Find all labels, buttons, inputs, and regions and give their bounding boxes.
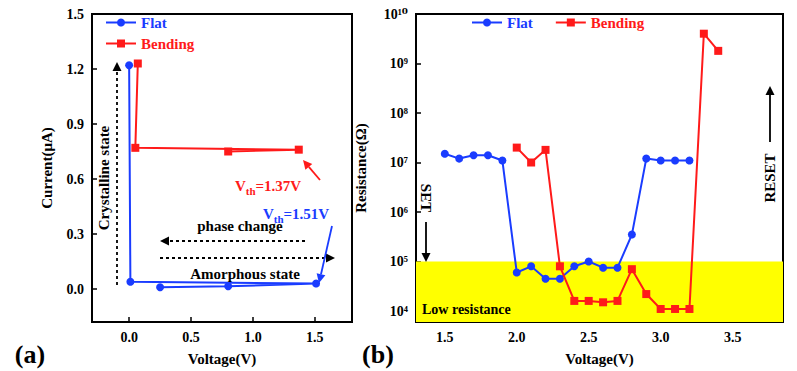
svg-text:2.5: 2.5 <box>580 330 598 345</box>
svg-text:Low resistance: Low resistance <box>422 302 511 317</box>
svg-text:RESET: RESET <box>762 153 778 202</box>
svg-text:SET: SET <box>418 184 434 212</box>
svg-text:Amorphous state: Amorphous state <box>190 266 300 282</box>
svg-text:0.9: 0.9 <box>67 117 85 132</box>
svg-text:0.0: 0.0 <box>120 330 138 345</box>
svg-text:Bending: Bending <box>591 15 645 31</box>
svg-text:0.6: 0.6 <box>67 172 85 187</box>
svg-text:1.5: 1.5 <box>67 7 85 22</box>
svg-text:10⁵: 10⁵ <box>390 254 408 269</box>
svg-text:V: V <box>263 206 274 222</box>
svg-text:=1.51V: =1.51V <box>283 206 329 222</box>
svg-text:Resistance(Ω): Resistance(Ω) <box>353 123 370 213</box>
svg-text:1.2: 1.2 <box>67 62 85 77</box>
svg-text:10⁸: 10⁸ <box>390 106 408 121</box>
svg-text:10⁷: 10⁷ <box>390 155 408 170</box>
svg-text:10⁹: 10⁹ <box>390 56 408 71</box>
svg-text:Crystalline state: Crystalline state <box>96 125 112 230</box>
svg-text:1.5: 1.5 <box>306 330 324 345</box>
svg-text:10⁶: 10⁶ <box>390 205 408 220</box>
svg-text:1.5: 1.5 <box>436 330 454 345</box>
svg-text:3.0: 3.0 <box>652 330 670 345</box>
svg-text:0.3: 0.3 <box>67 227 85 242</box>
svg-text:th: th <box>274 213 284 225</box>
svg-text:=1.37V: =1.37V <box>255 178 301 194</box>
svg-text:3.5: 3.5 <box>724 330 742 345</box>
svg-text:Current(μA): Current(μA) <box>39 127 56 209</box>
svg-text:0.5: 0.5 <box>182 330 200 345</box>
svg-text:th: th <box>246 185 256 197</box>
svg-text:Bending: Bending <box>141 36 195 52</box>
svg-text:(a): (a) <box>15 340 45 369</box>
svg-text:10⁴: 10⁴ <box>390 304 409 319</box>
svg-text:(b): (b) <box>362 340 394 369</box>
svg-text:10¹⁰: 10¹⁰ <box>384 7 408 22</box>
svg-text:Voltage(V): Voltage(V) <box>565 351 634 368</box>
svg-text:1.0: 1.0 <box>244 330 262 345</box>
svg-text:Flat: Flat <box>141 15 167 31</box>
svg-text:Voltage(V): Voltage(V) <box>188 351 257 368</box>
svg-text:V: V <box>235 178 246 194</box>
svg-text:0.0: 0.0 <box>67 282 85 297</box>
svg-text:2.0: 2.0 <box>508 330 526 345</box>
svg-text:phase change: phase change <box>197 218 283 234</box>
svg-text:Flat: Flat <box>507 15 533 31</box>
